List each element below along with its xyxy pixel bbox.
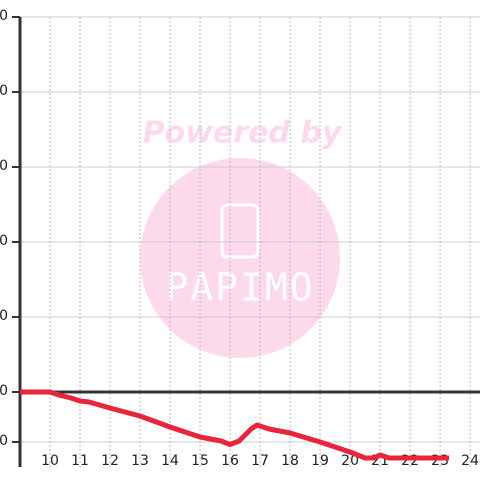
x-tick-label: 13 [131, 453, 149, 469]
y-tick-label: 0 [0, 383, 8, 399]
y-tick-label: 60,000 [0, 233, 8, 249]
y-tick-label: 150,000 [0, 8, 8, 24]
y-tick-label: 30,000 [0, 308, 8, 324]
watermark-brand: PAPIMO [165, 266, 314, 310]
y-tick-label: -20,000 [0, 433, 8, 449]
y-tick-label: 120,000 [0, 83, 8, 99]
x-tick-label: 23 [431, 453, 449, 469]
x-tick-label: 10 [41, 453, 59, 469]
x-tick-label: 24 [461, 453, 479, 469]
x-tick-label: 14 [161, 453, 179, 469]
x-tick-label: 15 [191, 453, 209, 469]
x-tick-label: 12 [101, 453, 119, 469]
x-tick-label: 17 [251, 453, 269, 469]
watermark: Powered by PAPIMO [140, 116, 343, 358]
x-tick-label: 22 [401, 453, 419, 469]
x-tick-label: 16 [221, 453, 239, 469]
watermark-icon [220, 203, 260, 259]
x-tick-label: 20 [341, 453, 359, 469]
data-line [20, 389, 450, 461]
x-tick-label: 11 [71, 453, 89, 469]
x-tick-label: 19 [311, 453, 329, 469]
watermark-caption: Powered by [143, 116, 343, 151]
x-tick-label: 18 [281, 453, 299, 469]
y-tick-label: 90,000 [0, 158, 8, 174]
